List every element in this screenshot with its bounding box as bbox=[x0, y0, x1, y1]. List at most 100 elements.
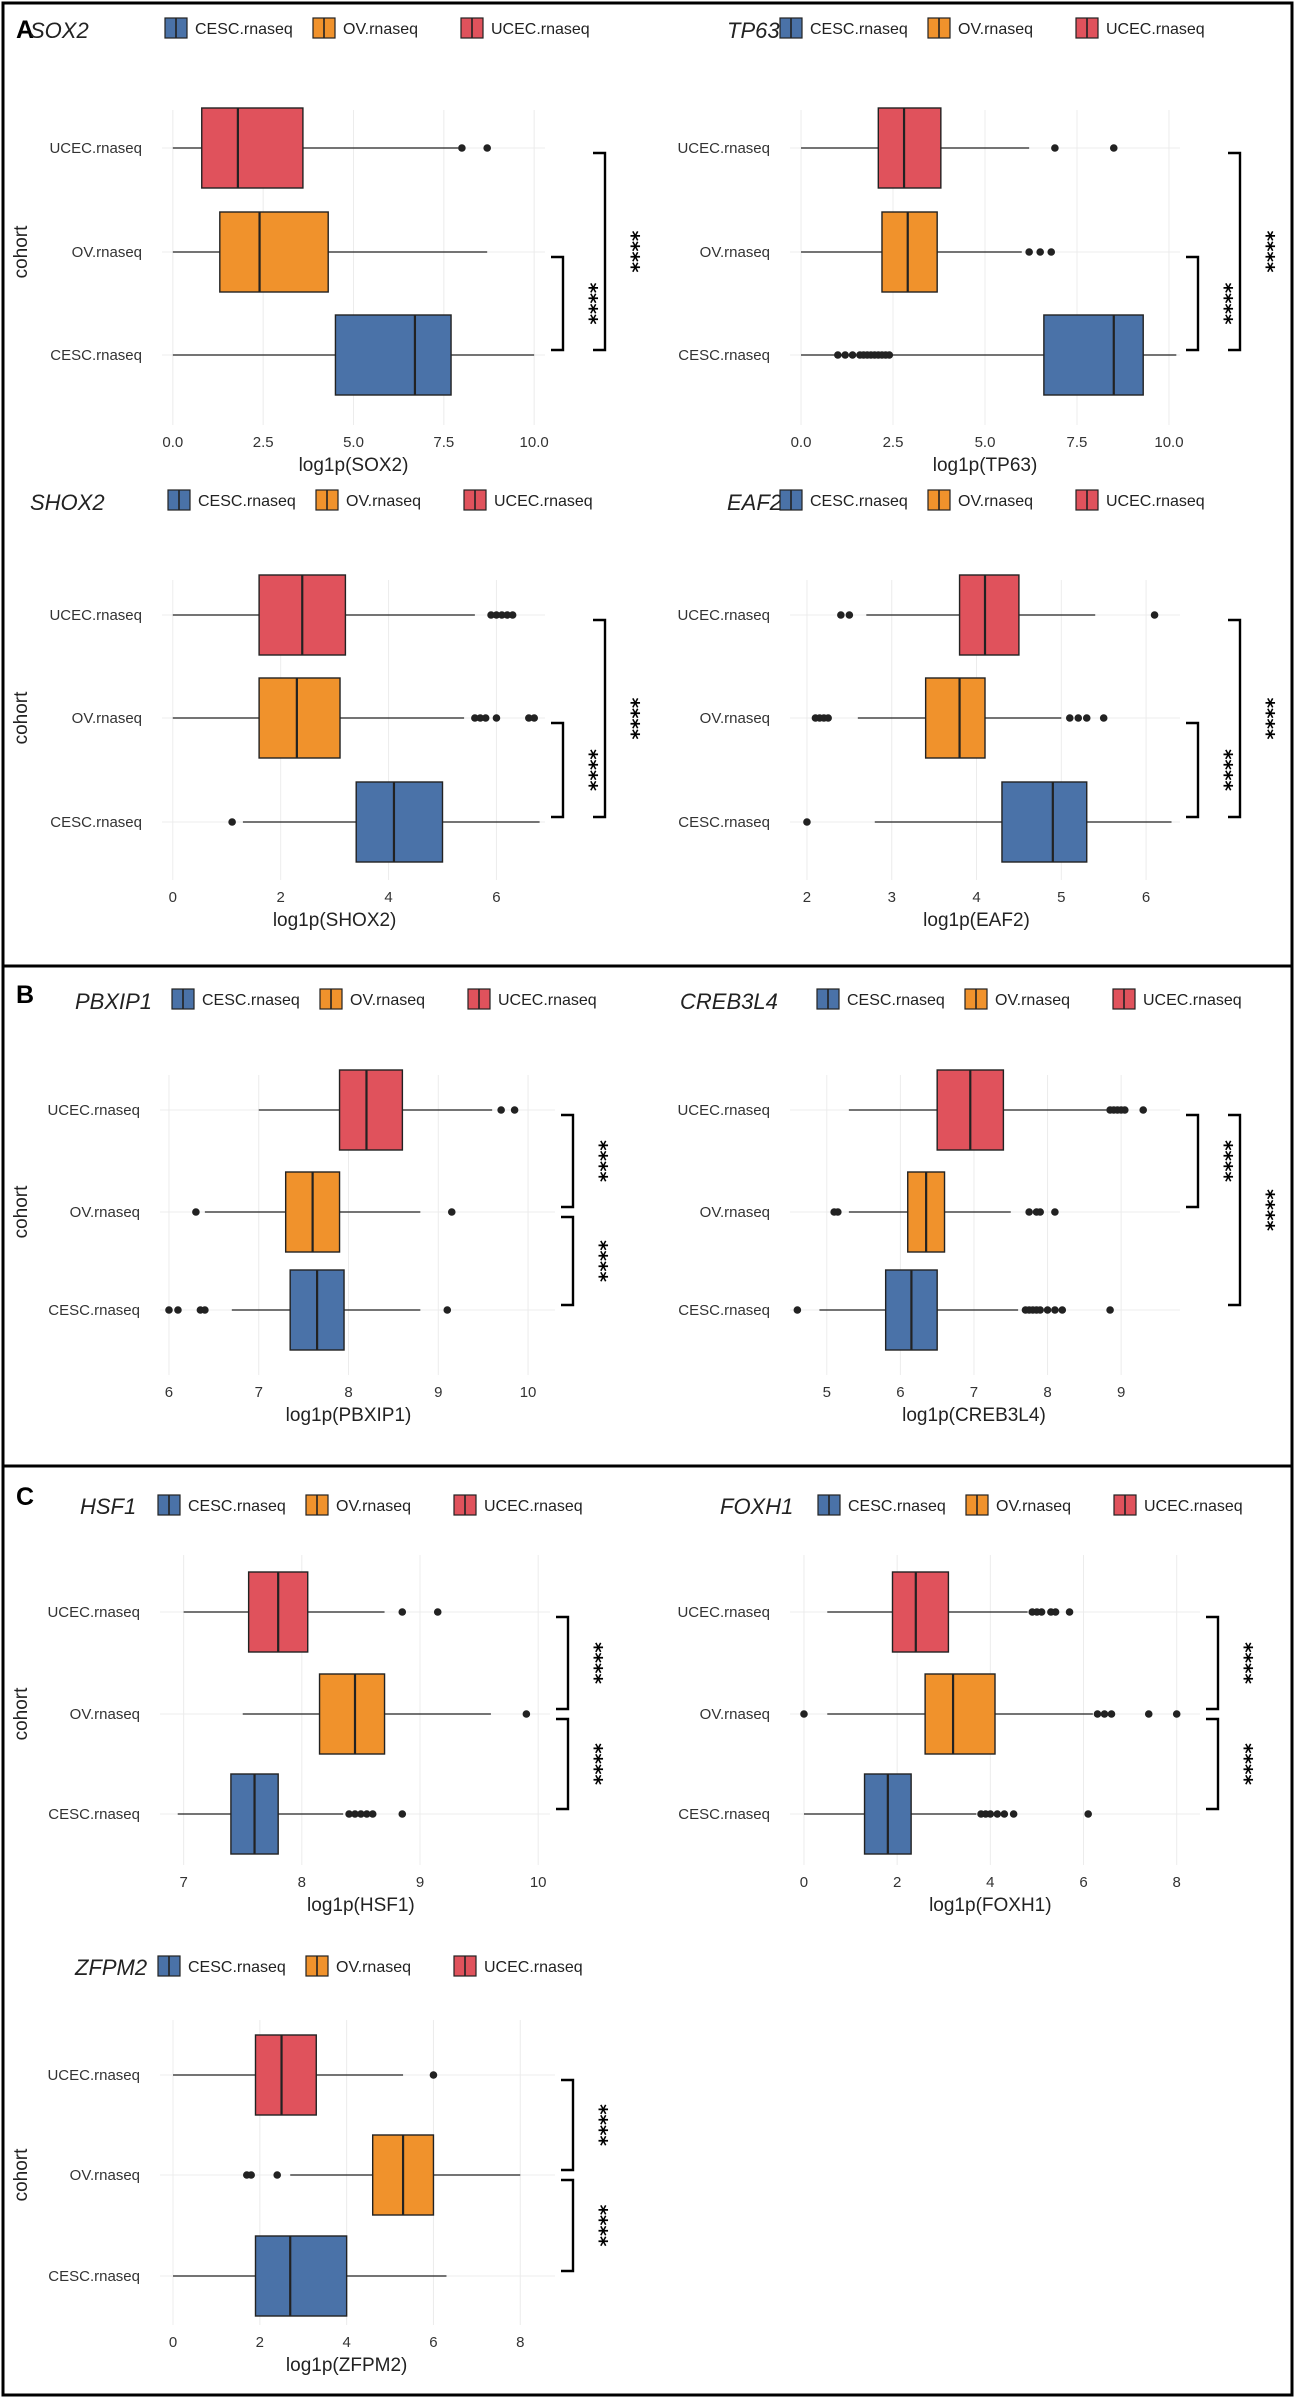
chart-title: FOXH1 bbox=[720, 1494, 793, 1519]
x-tick-label: 0.0 bbox=[162, 434, 183, 451]
x-tick-label: 6 bbox=[429, 2334, 437, 2351]
outlier-point bbox=[481, 714, 490, 722]
y-tick-label: UCEC.rnaseq bbox=[677, 1604, 770, 1621]
outlier-point bbox=[458, 144, 466, 152]
x-axis-title: log1p(EAF2) bbox=[923, 910, 1030, 931]
chart-pbxip1: PBXIP1 CESC.rnaseq OV.rnaseq UCEC.rnaseq UCE… bbox=[11, 988, 612, 1426]
significance-label: **** bbox=[1255, 1189, 1279, 1231]
outlier-point bbox=[363, 1810, 371, 1818]
legend-label: UCEC.rnaseq bbox=[1106, 21, 1205, 38]
outlier-point bbox=[837, 611, 845, 619]
x-tick-label: 0 bbox=[169, 889, 177, 906]
outlier-point bbox=[429, 2071, 438, 2079]
y-tick-label: OV.rnaseq bbox=[72, 244, 142, 261]
significance-bracket bbox=[551, 255, 565, 352]
box-ucec bbox=[827, 1571, 1074, 1653]
legend-label: CESC.rnaseq bbox=[848, 1498, 946, 1515]
legend-label: CESC.rnaseq bbox=[810, 21, 908, 38]
x-axis-title: log1p(PBXIP1) bbox=[286, 1405, 412, 1426]
x-tick-label: 7 bbox=[179, 1874, 187, 1891]
box-cesc bbox=[793, 1269, 1114, 1351]
box-cesc bbox=[803, 781, 1172, 863]
outlier-point bbox=[497, 1106, 505, 1114]
outlier-point bbox=[1082, 714, 1091, 722]
x-tick-label: 9 bbox=[1117, 1384, 1125, 1401]
outlier-point bbox=[1036, 1208, 1044, 1216]
significance-bracket bbox=[593, 618, 607, 819]
y-tick-label: OV.rnaseq bbox=[70, 1204, 140, 1221]
iqr-box bbox=[924, 677, 986, 759]
significance-label: **** bbox=[588, 2104, 612, 2146]
y-tick-label: UCEC.rnaseq bbox=[677, 607, 770, 624]
outlier-point bbox=[1172, 1710, 1181, 1718]
outlier-point bbox=[1099, 714, 1108, 722]
outlier-point bbox=[1065, 1608, 1074, 1616]
iqr-box bbox=[338, 1069, 404, 1151]
outlier-point bbox=[398, 1810, 407, 1818]
outlier-point bbox=[357, 1810, 365, 1818]
legend-label: UCEC.rnaseq bbox=[484, 1959, 583, 1976]
chart-zfpm2: ZFPM2 CESC.rnaseq OV.rnaseq UCEC.rnaseq UCEC… bbox=[11, 1955, 612, 2376]
x-tick-label: 0 bbox=[169, 2334, 177, 2351]
iqr-box bbox=[891, 1571, 950, 1653]
significance-bracket bbox=[1228, 151, 1242, 352]
x-tick-label: 10 bbox=[530, 1874, 547, 1891]
x-tick-label: 9 bbox=[434, 1384, 442, 1401]
x-tick-label: 4 bbox=[986, 1874, 994, 1891]
x-axis-title: log1p(FOXH1) bbox=[929, 1895, 1052, 1916]
legend-label: CESC.rnaseq bbox=[188, 1498, 286, 1515]
outlier-point bbox=[1000, 1810, 1009, 1818]
significance-bracket bbox=[1228, 1113, 1242, 1307]
legend-label: OV.rnaseq bbox=[958, 21, 1033, 38]
significance-label: **** bbox=[1255, 231, 1279, 273]
x-tick-label: 10 bbox=[520, 1384, 537, 1401]
x-tick-label: 6 bbox=[165, 1384, 173, 1401]
x-tick-label: 3 bbox=[888, 889, 896, 906]
significance-label: **** bbox=[1213, 283, 1237, 325]
iqr-box bbox=[201, 107, 304, 189]
outlier-point bbox=[487, 611, 495, 619]
outlier-point bbox=[368, 1810, 377, 1818]
box-cesc bbox=[801, 314, 1177, 396]
outlier-point bbox=[345, 1810, 353, 1818]
outlier-point bbox=[1051, 1608, 1060, 1616]
significance-label: **** bbox=[1233, 1743, 1257, 1785]
outlier-point bbox=[1121, 1106, 1129, 1114]
y-tick-label: UCEC.rnaseq bbox=[677, 1102, 770, 1119]
box-ov bbox=[801, 211, 1056, 293]
x-tick-label: 2 bbox=[893, 1874, 901, 1891]
x-tick-label: 5.0 bbox=[343, 434, 364, 451]
x-tick-label: 4 bbox=[972, 889, 980, 906]
y-axis-title: cohort bbox=[11, 225, 32, 279]
chart-foxh1: FOXH1 CESC.rnaseq OV.rnaseq UCEC.rnaseq UCEC… bbox=[677, 1494, 1257, 1916]
significance-bracket bbox=[1186, 1113, 1200, 1209]
outlier-point bbox=[834, 351, 842, 359]
outlier-point bbox=[1036, 1306, 1044, 1314]
box-ov bbox=[243, 2134, 521, 2216]
x-tick-label: 2.5 bbox=[253, 434, 274, 451]
outlier-point bbox=[201, 1306, 209, 1314]
chart-title: CREB3L4 bbox=[680, 989, 778, 1014]
iqr-box bbox=[1001, 781, 1088, 863]
x-tick-label: 4 bbox=[342, 2334, 350, 2351]
outlier-point bbox=[1109, 144, 1118, 152]
x-tick-label: 7 bbox=[255, 1384, 263, 1401]
outlier-point bbox=[824, 714, 832, 722]
y-tick-label: CESC.rnaseq bbox=[678, 347, 770, 364]
chart-title: TP63 bbox=[727, 18, 780, 43]
y-tick-label: OV.rnaseq bbox=[70, 1706, 140, 1723]
significance-bracket bbox=[556, 1615, 570, 1711]
significance-bracket bbox=[1186, 721, 1200, 819]
outlier-point bbox=[447, 1208, 456, 1216]
x-tick-label: 8 bbox=[298, 1874, 306, 1891]
outlier-point bbox=[443, 1306, 452, 1314]
y-tick-label: OV.rnaseq bbox=[700, 1204, 770, 1221]
outlier-point bbox=[1106, 1306, 1114, 1314]
iqr-box bbox=[219, 211, 329, 293]
outlier-point bbox=[834, 1208, 842, 1216]
y-tick-label: CESC.rnaseq bbox=[50, 347, 142, 364]
outlier-point bbox=[192, 1208, 200, 1216]
y-tick-label: CESC.rnaseq bbox=[678, 1806, 770, 1823]
y-tick-label: UCEC.rnaseq bbox=[47, 1102, 140, 1119]
y-tick-label: OV.rnaseq bbox=[700, 244, 770, 261]
